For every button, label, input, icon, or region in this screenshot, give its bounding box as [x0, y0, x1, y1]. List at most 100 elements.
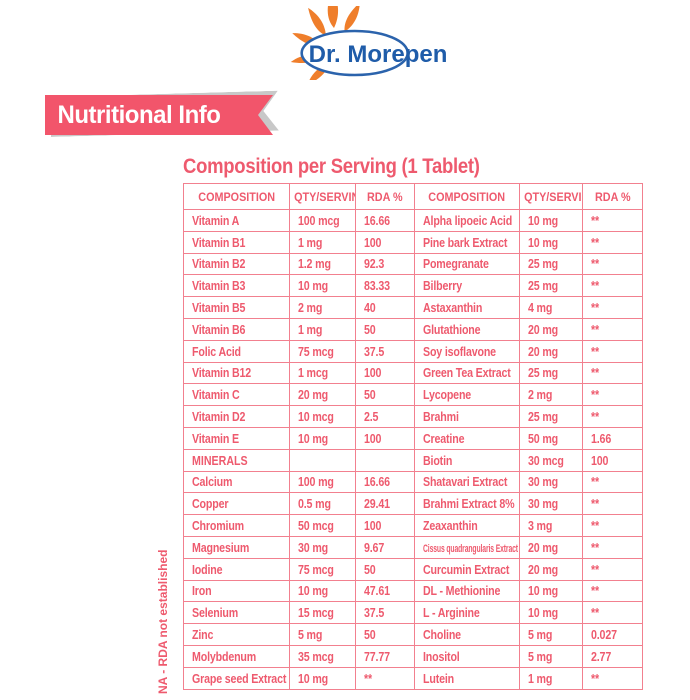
right-rda-cell: 0.027: [582, 623, 643, 646]
left-name-cell: Vitamin B3: [183, 274, 290, 298]
left-name-cell: Iron: [183, 579, 290, 603]
right-name-cell: Zeaxanthin: [414, 514, 520, 537]
left-qty-cell: 1.2 mg: [289, 252, 356, 276]
left-name-cell: Vitamin A: [183, 209, 290, 232]
left-qty-cell: 75 mcg: [289, 557, 356, 581]
left-rda-cell: 16.66: [355, 470, 415, 494]
right-qty-cell: 25 mg: [519, 274, 583, 298]
table-row: Copper 0.5 mg 29.41 Brahmi Extract 8% 30 mg *…: [183, 492, 643, 516]
left-name-cell: Molybdenum: [183, 644, 290, 668]
left-qty-cell: 35 mcg: [289, 644, 356, 668]
table-row: Vitamin B1 1 mg 100 Pine bark Extract 10 mg *…: [183, 230, 643, 254]
right-name-cell: Brahmi: [414, 405, 520, 428]
right-qty-cell: 30 mcg: [519, 448, 583, 472]
left-name-cell: Vitamin B1: [183, 230, 290, 254]
right-qty-cell: 25 mg: [519, 361, 583, 385]
left-rda-cell: [355, 448, 415, 472]
table-row: MINERALS Biotin 30 mcg 100: [183, 448, 643, 472]
table-row: Grape seed Extract 10 mg ** Lutein 1 mg **: [183, 666, 643, 690]
left-qty-cell: [289, 448, 356, 472]
column-header: RDA %: [355, 183, 415, 210]
left-rda-cell: 83.33: [355, 274, 415, 298]
right-qty-cell: 5 mg: [519, 623, 583, 646]
table-row: Vitamin B3 10 mg 83.33 Bilberry 25 mg **: [183, 274, 643, 298]
left-rda-cell: 50: [355, 317, 415, 341]
right-rda-cell: **: [582, 383, 643, 407]
left-name-cell: Iodine: [183, 557, 290, 581]
right-qty-cell: 10 mg: [519, 579, 583, 603]
left-rda-cell: 100: [355, 230, 415, 254]
right-rda-cell: **: [582, 274, 643, 298]
right-rda-cell: **: [582, 470, 643, 494]
right-name-cell: Choline: [414, 623, 520, 646]
left-qty-cell: 50 mcg: [289, 514, 356, 537]
right-qty-cell: 20 mg: [519, 339, 583, 363]
left-name-cell: Vitamin C: [183, 383, 290, 407]
right-rda-cell: **: [582, 557, 643, 581]
right-name-cell: Astaxanthin: [414, 296, 520, 319]
right-rda-cell: 2.77: [582, 644, 643, 668]
left-name-cell: Grape seed Extract: [183, 666, 290, 690]
right-qty-cell: 25 mg: [519, 252, 583, 276]
right-qty-cell: 20 mg: [519, 535, 583, 559]
right-name-cell: DL - Methionine: [414, 579, 520, 603]
table-row: Folic Acid 75 mcg 37.5 Soy isoflavone 20 mg *…: [183, 339, 643, 363]
right-rda-cell: **: [582, 361, 643, 385]
composition-table-body: Vitamin A 100 mcg 16.66 Alpha lipoeic Acid 1…: [183, 209, 643, 690]
right-qty-cell: 5 mg: [519, 644, 583, 668]
left-rda-cell: 29.41: [355, 492, 415, 516]
left-name-cell: Magnesium: [183, 535, 290, 559]
table-row: Vitamin B6 1 mg 50 Glutathione 20 mg **: [183, 317, 643, 341]
left-name-cell: Calcium: [183, 470, 290, 494]
left-qty-cell: 10 mg: [289, 666, 356, 690]
table-row: Molybdenum 35 mcg 77.77 Inositol 5 mg 2.77: [183, 644, 643, 668]
rda-footnote: NA - RDA not established: [156, 549, 170, 694]
nutritional-info-banner: Nutritional Info: [45, 95, 273, 135]
left-rda-cell: **: [355, 666, 415, 690]
right-rda-cell: **: [582, 230, 643, 254]
left-qty-cell: 10 mcg: [289, 405, 356, 428]
table-row: Vitamin A 100 mcg 16.66 Alpha lipoeic Acid 1…: [183, 209, 643, 232]
left-name-cell: Folic Acid: [183, 339, 290, 363]
right-qty-cell: 10 mg: [519, 209, 583, 232]
right-rda-cell: **: [582, 579, 643, 603]
left-name-cell: Vitamin B2: [183, 252, 290, 276]
right-name-cell: Green Tea Extract: [414, 361, 520, 385]
right-name-cell: Brahmi Extract 8%: [414, 492, 520, 516]
right-name-cell: Lutein: [414, 666, 520, 690]
left-rda-cell: 50: [355, 623, 415, 646]
left-rda-cell: 47.61: [355, 579, 415, 603]
left-qty-cell: 5 mg: [289, 623, 356, 646]
left-rda-cell: 50: [355, 557, 415, 581]
right-name-cell: Alpha lipoeic Acid: [414, 209, 520, 232]
right-name-cell: Curcumin Extract: [414, 557, 520, 581]
left-qty-cell: 30 mg: [289, 535, 356, 559]
left-rda-cell: 40: [355, 296, 415, 319]
left-qty-cell: 1 mcg: [289, 361, 356, 385]
right-name-cell: Shatavari Extract: [414, 470, 520, 494]
table-row: Vitamin B5 2 mg 40 Astaxanthin 4 mg **: [183, 296, 643, 319]
right-rda-cell: **: [582, 666, 643, 690]
table-row: Iron 10 mg 47.61 DL - Methionine 10 mg **: [183, 579, 643, 603]
right-qty-cell: 30 mg: [519, 492, 583, 516]
left-qty-cell: 15 mcg: [289, 601, 356, 625]
left-rda-cell: 100: [355, 361, 415, 385]
right-rda-cell: **: [582, 514, 643, 537]
left-qty-cell: 0.5 mg: [289, 492, 356, 516]
right-rda-cell: 1.66: [582, 426, 643, 450]
right-qty-cell: 50 mg: [519, 426, 583, 450]
right-name-cell: Glutathione: [414, 317, 520, 341]
left-name-cell: Vitamin D2: [183, 405, 290, 428]
left-rda-cell: 9.67: [355, 535, 415, 559]
right-name-cell: Inositol: [414, 644, 520, 668]
table-row: Vitamin D2 10 mcg 2.5 Brahmi 25 mg **: [183, 405, 643, 428]
table-row: Selenium 15 mcg 37.5 L - Arginine 10 mg **: [183, 601, 643, 625]
table-row: Vitamin C 20 mg 50 Lycopene 2 mg **: [183, 383, 643, 407]
right-rda-cell: **: [582, 339, 643, 363]
left-name-cell: Selenium: [183, 601, 290, 625]
right-name-cell: Cissus quadrangularis Extract: [414, 535, 520, 559]
table-row: Zinc 5 mg 50 Choline 5 mg 0.027: [183, 623, 643, 646]
column-header: RDA %: [582, 183, 643, 210]
